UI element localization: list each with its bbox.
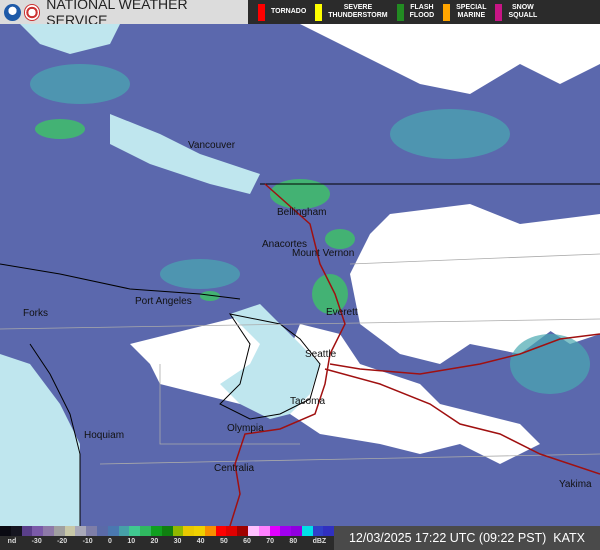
color-swatch — [247, 526, 259, 536]
city-label: Anacortes — [262, 239, 308, 250]
warning-type: FLASH FLOOD — [396, 3, 435, 21]
legend-tick: 20 — [150, 538, 159, 545]
city-label: Everett — [326, 307, 358, 318]
color-swatch — [53, 526, 65, 536]
color-swatch — [194, 526, 205, 536]
legend-tick: 40 — [196, 538, 205, 545]
warning-type: SNOW SQUALL — [495, 3, 538, 21]
color-swatch — [172, 526, 184, 536]
color-swatch — [64, 526, 76, 536]
warning-type: TORNADO — [258, 3, 307, 21]
color-swatch — [97, 526, 108, 536]
timestamp-bar: 12/03/2025 17:22 UTC (09:22 PST) KATX — [334, 526, 600, 550]
warning-swatch — [315, 3, 323, 21]
warning-label: FLASH FLOOD — [409, 4, 435, 19]
color-swatch — [183, 526, 195, 536]
warning-type: SEVERE THUNDERSTORM — [315, 3, 388, 21]
radar-station: KATX — [553, 531, 586, 545]
warning-swatch — [443, 3, 451, 21]
color-swatch — [0, 526, 11, 536]
city-label: Olympia — [227, 423, 264, 434]
clear-land — [130, 24, 600, 464]
timestamp: 12/03/2025 17:22 UTC (09:22 PST) — [348, 531, 547, 545]
legend-tick: -30 — [31, 538, 42, 545]
noaa-logo — [4, 3, 21, 21]
city-label: Port Angeles — [135, 296, 192, 307]
legend-tick: -20 — [57, 538, 68, 545]
nws-brand: NATIONAL WEATHER SERVICE — [0, 0, 248, 28]
radar-map-canvas — [0, 24, 600, 527]
color-swatch — [21, 526, 33, 536]
county-lines — [0, 253, 600, 465]
city-label: Vancouver — [188, 140, 236, 151]
color-swatch — [312, 526, 324, 536]
legend-tick: dBZ — [312, 538, 327, 545]
warning-label: TORNADO — [271, 8, 307, 15]
legend-tick: 10 — [127, 538, 136, 545]
nws-logo — [23, 3, 41, 21]
city-label: Mount Vernon — [292, 248, 355, 259]
color-swatch — [291, 526, 302, 536]
warning-label: SPECIAL MARINE — [456, 4, 487, 19]
radar-map[interactable]: Vancouver Bellingham Anacortes Mount Ver… — [0, 24, 600, 527]
warning-swatch — [495, 3, 503, 21]
water — [0, 24, 320, 526]
color-swatch — [10, 526, 22, 536]
warning-swatch — [396, 3, 404, 21]
color-scale — [0, 526, 335, 536]
warning-label: SNOW SQUALL — [508, 4, 538, 19]
coastlines-and-borders — [0, 183, 600, 526]
color-swatch — [226, 526, 238, 536]
color-swatch — [150, 526, 162, 536]
color-swatch — [161, 526, 173, 536]
warning-swatch — [258, 3, 265, 21]
warning-type: SPECIAL MARINE — [443, 3, 487, 21]
reflectivity-legend: nd -30 -20 -10 0 10 20 30 40 50 60 70 80 dBZ — [0, 526, 335, 550]
color-swatch — [237, 526, 248, 536]
color-swatch — [75, 526, 87, 536]
color-swatch — [118, 526, 130, 536]
light-precip — [30, 64, 590, 394]
legend-tick: 50 — [219, 538, 228, 545]
legend-tick: -10 — [82, 538, 93, 545]
legend-tick: 70 — [266, 538, 275, 545]
color-swatch — [323, 526, 335, 536]
city-label: Hoquiam — [84, 430, 125, 441]
warning-label: SEVERE THUNDERSTORM — [328, 4, 388, 19]
interstate-highways — [229, 183, 600, 527]
color-swatch — [43, 526, 54, 536]
color-swatch — [204, 526, 216, 536]
legend-tick: 80 — [289, 538, 298, 545]
color-swatch — [258, 526, 270, 536]
legend-tick: nd — [7, 538, 17, 545]
color-swatch — [140, 526, 151, 536]
warning-legend: TORNADO SEVERE THUNDERSTORM FLASH FLOOD SPE… — [248, 0, 600, 24]
legend-ticks: nd -30 -20 -10 0 10 20 30 40 50 60 70 80 dBZ — [0, 538, 334, 545]
color-swatch — [269, 526, 281, 536]
color-swatch — [129, 526, 141, 536]
color-swatch — [215, 526, 227, 536]
color-swatch — [301, 526, 313, 536]
footer: nd -30 -20 -10 0 10 20 30 40 50 60 70 80 dBZ 12/03/20… — [0, 526, 600, 550]
header: NATIONAL WEATHER SERVICE TORNADO SEVERE T… — [0, 0, 600, 28]
city-label: Bellingham — [277, 207, 327, 218]
city-label: Yakima — [559, 479, 592, 490]
legend-tick: 0 — [108, 538, 112, 545]
city-label: Seattle — [305, 349, 337, 360]
color-swatch — [86, 526, 98, 536]
legend-tick: 30 — [173, 538, 182, 545]
city-label: Centralia — [214, 463, 255, 474]
color-swatch — [280, 526, 292, 536]
color-swatch — [107, 526, 119, 536]
city-label: Tacoma — [290, 396, 326, 407]
legend-tick: 60 — [243, 538, 251, 545]
city-label: Forks — [23, 308, 48, 319]
color-swatch — [32, 526, 44, 536]
